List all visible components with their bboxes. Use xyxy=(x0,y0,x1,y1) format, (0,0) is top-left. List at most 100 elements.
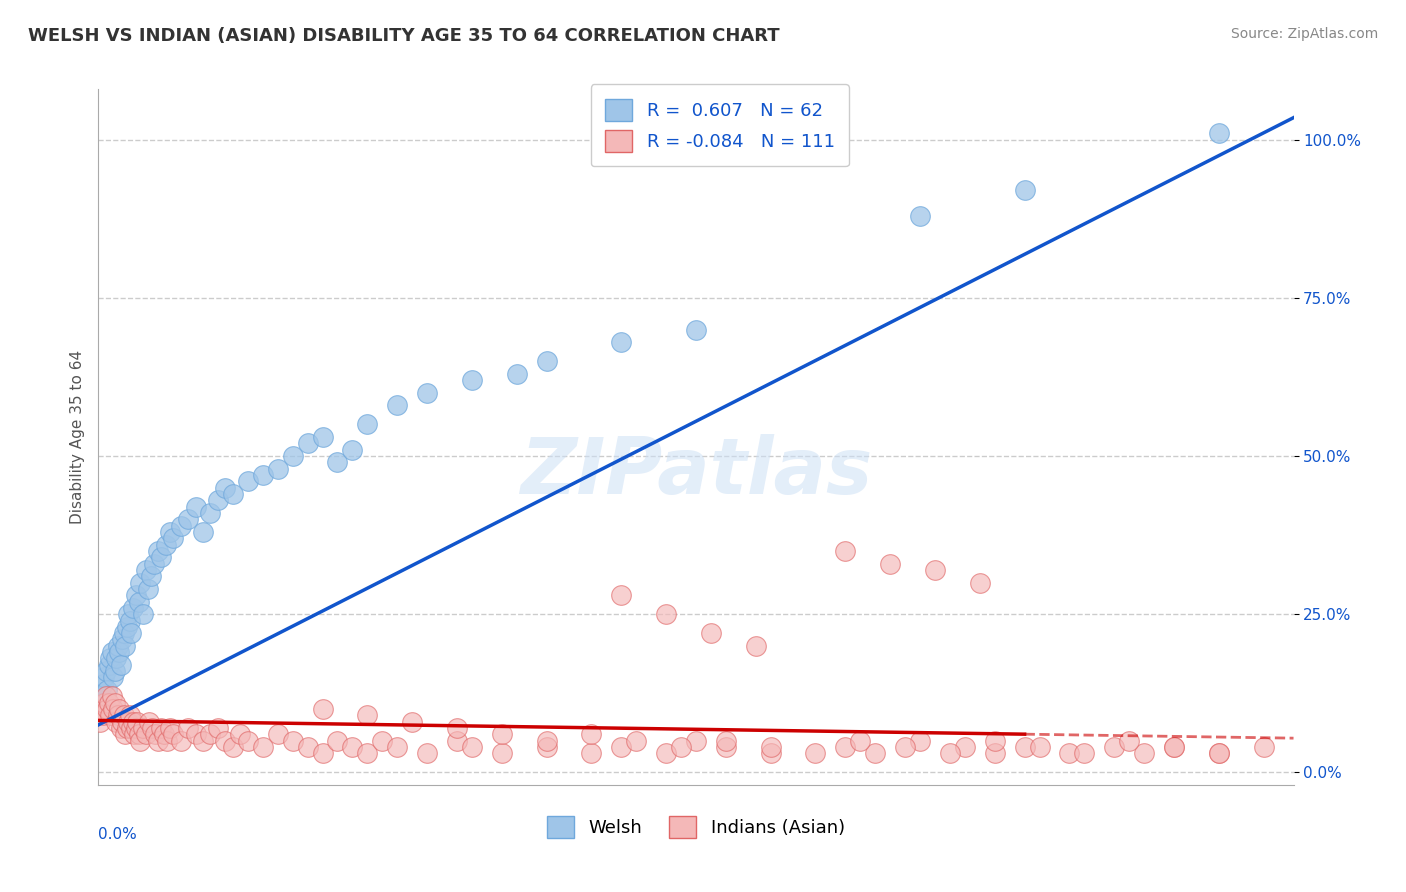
Y-axis label: Disability Age 35 to 64: Disability Age 35 to 64 xyxy=(69,350,84,524)
Point xyxy=(894,739,917,754)
Point xyxy=(191,733,214,747)
Point xyxy=(461,739,484,754)
Point xyxy=(117,714,139,729)
Point xyxy=(110,657,132,672)
Point xyxy=(156,733,179,747)
Point xyxy=(120,721,142,735)
Point xyxy=(159,721,181,735)
Point xyxy=(669,739,692,754)
Point xyxy=(924,563,946,577)
Point xyxy=(110,721,132,735)
Point xyxy=(162,727,184,741)
Point xyxy=(267,727,290,741)
Point xyxy=(685,322,707,336)
Point xyxy=(114,727,136,741)
Text: WELSH VS INDIAN (ASIAN) DISABILITY AGE 35 TO 64 CORRELATION CHART: WELSH VS INDIAN (ASIAN) DISABILITY AGE 3… xyxy=(28,27,780,45)
Point xyxy=(96,683,118,698)
Point xyxy=(267,461,290,475)
Point xyxy=(93,696,115,710)
Point xyxy=(461,373,484,387)
Point xyxy=(1163,739,1185,754)
Point xyxy=(281,733,304,747)
Point xyxy=(342,739,364,754)
Point xyxy=(252,468,274,483)
Point xyxy=(91,677,114,691)
Point xyxy=(491,727,513,741)
Point xyxy=(297,436,319,450)
Point xyxy=(127,714,149,729)
Point xyxy=(207,493,229,508)
Point xyxy=(1073,747,1095,761)
Point xyxy=(103,670,125,684)
Point xyxy=(184,727,207,741)
Point xyxy=(969,575,991,590)
Point xyxy=(139,569,162,583)
Point xyxy=(150,550,173,565)
Point xyxy=(252,739,274,754)
Point xyxy=(135,563,157,577)
Point xyxy=(104,696,127,710)
Point xyxy=(385,739,409,754)
Point xyxy=(135,727,157,741)
Point xyxy=(148,544,170,558)
Point xyxy=(356,417,378,432)
Legend: Welsh, Indians (Asian): Welsh, Indians (Asian) xyxy=(540,809,852,846)
Point xyxy=(714,733,737,747)
Point xyxy=(159,524,181,539)
Point xyxy=(128,727,150,741)
Point xyxy=(984,733,1007,747)
Point xyxy=(129,575,152,590)
Point xyxy=(132,721,155,735)
Point xyxy=(90,702,112,716)
Point xyxy=(177,512,200,526)
Point xyxy=(148,733,170,747)
Point xyxy=(136,582,159,596)
Point xyxy=(311,747,333,761)
Point xyxy=(1104,739,1126,754)
Point xyxy=(97,657,120,672)
Point xyxy=(128,594,150,608)
Point xyxy=(155,538,177,552)
Point xyxy=(356,708,378,723)
Point xyxy=(311,702,333,716)
Point xyxy=(759,739,782,754)
Point xyxy=(121,714,143,729)
Point xyxy=(200,506,222,520)
Point xyxy=(111,632,134,647)
Point xyxy=(150,721,173,735)
Point xyxy=(129,733,152,747)
Point xyxy=(121,600,143,615)
Point xyxy=(138,714,160,729)
Point xyxy=(143,727,166,741)
Point xyxy=(229,727,252,741)
Point xyxy=(1208,127,1230,141)
Point xyxy=(581,727,603,741)
Point xyxy=(326,455,349,469)
Point xyxy=(700,626,723,640)
Point xyxy=(114,639,136,653)
Point xyxy=(97,696,120,710)
Point xyxy=(834,544,856,558)
Point xyxy=(953,739,976,754)
Point xyxy=(1208,747,1230,761)
Point xyxy=(311,430,333,444)
Point xyxy=(104,664,127,678)
Point xyxy=(105,651,128,665)
Point xyxy=(581,747,603,761)
Point xyxy=(236,475,259,489)
Point xyxy=(506,367,529,381)
Point xyxy=(1253,739,1275,754)
Point xyxy=(222,487,245,501)
Point xyxy=(177,721,200,735)
Point xyxy=(908,209,931,223)
Point xyxy=(610,739,633,754)
Point xyxy=(93,670,115,684)
Point xyxy=(879,557,901,571)
Point xyxy=(759,747,782,761)
Point xyxy=(297,739,319,754)
Point xyxy=(118,614,141,628)
Point xyxy=(162,531,184,545)
Point xyxy=(1014,739,1036,754)
Text: 0.0%: 0.0% xyxy=(98,827,138,842)
Point xyxy=(115,721,138,735)
